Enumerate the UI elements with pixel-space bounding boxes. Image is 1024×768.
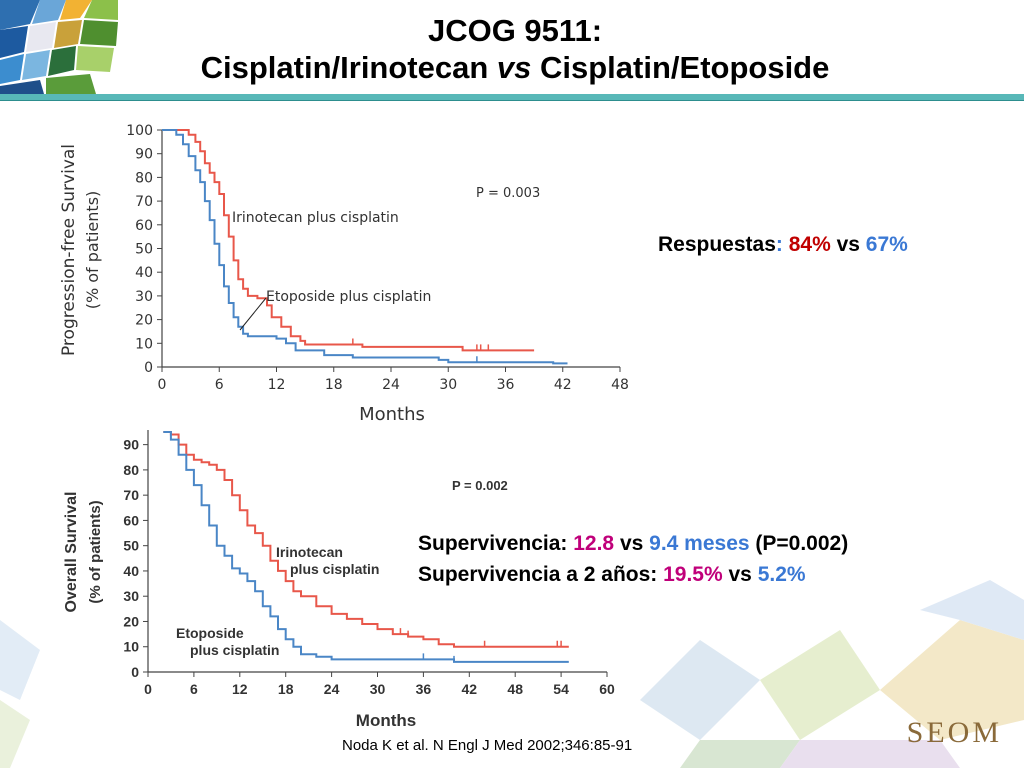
pfs-xtick-label: 24	[382, 377, 400, 393]
pfs-xtick-label: 6	[215, 377, 224, 393]
respuestas-value2: 67%	[865, 233, 908, 256]
os-series-etoposide-line	[163, 431, 569, 663]
title-line2-a: Cisplatin/Irinotecan	[200, 50, 497, 85]
respuestas-value1: 84%	[788, 233, 831, 256]
respuestas-colon: :	[775, 233, 783, 256]
pfs-xtick-label: 42	[554, 377, 572, 393]
pfs-xtick-label: 12	[268, 377, 286, 393]
os-xtick-label: 48	[507, 681, 523, 697]
pfs-ytick-label: 40	[135, 265, 153, 281]
pfs-ytick-label: 10	[135, 336, 153, 352]
pfs-ytick-label: 50	[135, 242, 153, 258]
supervivencia-2y-value1: 19.5%	[663, 563, 723, 586]
os-ytick-label: 50	[123, 538, 139, 554]
slide-title: JCOG 9511: Cisplatin/Irinotecan vs Cispl…	[120, 12, 910, 86]
os-ytick-label: 60	[123, 512, 139, 528]
os-label-etoposide: plus cisplatin	[190, 642, 279, 658]
pfs-ytick-label: 0	[144, 360, 153, 376]
title-vs: vs	[496, 50, 532, 85]
pfs-ytick-label: 60	[135, 218, 153, 234]
os-label-irinotecan: plus cisplatin	[290, 561, 379, 577]
pfs-xtick-label: 30	[439, 377, 457, 393]
os-xtick-label: 0	[144, 681, 152, 697]
pfs-xtick-label: 18	[325, 377, 343, 393]
title-rule	[0, 94, 1024, 100]
os-ytick-label: 90	[123, 437, 139, 453]
pfs-ytick-label: 20	[135, 313, 153, 329]
pfs-series-etoposide-line	[162, 129, 568, 365]
pfs-label-etoposide: Etoposide plus cisplatin	[266, 289, 431, 305]
title-line2-b: Cisplatin/Etoposide	[531, 50, 830, 85]
os-ytick-label: 80	[123, 462, 139, 478]
pfs-p-value: P = 0.003	[476, 186, 540, 201]
os-xtick-label: 24	[324, 681, 340, 697]
os-p-value: P = 0.002	[452, 478, 508, 493]
pfs-ylabel-line1: Progression-free Survival	[59, 144, 79, 356]
os-ylabel-line2: (% of patients)	[87, 500, 104, 603]
supervivencia-2y-stat: Supervivencia a 2 años: 19.5% vs 5.2%	[418, 563, 806, 587]
respuestas-vs: vs	[830, 233, 866, 256]
citation: Noda K et al. N Engl J Med 2002;346:85-9…	[342, 737, 633, 754]
os-ytick-label: 0	[131, 664, 139, 680]
pfs-series-irinotecan-line	[162, 129, 535, 352]
supervivencia-2y-vs: vs	[722, 563, 758, 586]
title-rule-shadow	[0, 100, 1024, 101]
supervivencia-stat: Supervivencia: 12.8 vs 9.4 meses (P=0.00…	[418, 532, 848, 556]
pfs-xlabel: Months	[359, 404, 425, 425]
mosaic-logo-decoration	[0, 0, 118, 94]
pfs-xtick-label: 48	[611, 377, 629, 393]
os-xlabel: Months	[356, 711, 416, 730]
supervivencia-vs: vs	[614, 532, 650, 555]
os-xtick-label: 42	[462, 681, 478, 697]
supervivencia-pvalue: (P=0.002)	[749, 532, 849, 555]
os-ytick-label: 10	[123, 639, 139, 655]
title-line1: JCOG 9511:	[427, 13, 603, 48]
os-xtick-label: 30	[370, 681, 386, 697]
supervivencia-value2: 9.4 meses	[649, 532, 750, 555]
pfs-ytick-label: 70	[135, 194, 153, 210]
os-xtick-label: 54	[553, 681, 569, 697]
os-series-irinotecan-line	[163, 431, 569, 648]
pfs-xtick-label: 0	[158, 377, 167, 393]
os-xtick-label: 6	[190, 681, 198, 697]
supervivencia-2y-label: Supervivencia a 2 años:	[418, 563, 664, 586]
pfs-xtick-label: 36	[497, 377, 515, 393]
os-ytick-label: 30	[123, 588, 139, 604]
os-xtick-label: 12	[232, 681, 248, 697]
supervivencia-label: Supervivencia:	[418, 532, 574, 555]
pfs-ytick-label: 30	[135, 289, 153, 305]
pfs-etoposide-leader-line	[239, 297, 267, 331]
pfs-ytick-label: 100	[126, 123, 153, 139]
os-xtick-label: 60	[599, 681, 615, 697]
os-ytick-label: 70	[123, 487, 139, 503]
seom-logo: SEOM	[906, 716, 1002, 749]
pfs-ylabel-line2: (% of patients)	[83, 191, 102, 310]
os-label-irinotecan: Irinotecan	[276, 544, 343, 560]
pfs-ytick-label: 90	[135, 147, 153, 163]
os-ylabel-line1: Overall Survival	[63, 492, 80, 613]
os-ytick-label: 40	[123, 563, 139, 579]
os-label-etoposide: Etoposide	[176, 625, 244, 641]
supervivencia-value1: 12.8	[573, 532, 615, 555]
respuestas-label: Respuestas	[658, 233, 776, 256]
os-xtick-label: 36	[416, 681, 432, 697]
pfs-label-irinotecan: Irinotecan plus cisplatin	[232, 210, 399, 226]
supervivencia-2y-value2: 5.2%	[757, 563, 806, 586]
os-xtick-label: 18	[278, 681, 294, 697]
respuestas-stat: Respuestas: 84% vs 67%	[658, 233, 908, 257]
os-ytick-label: 20	[123, 613, 139, 629]
pfs-ytick-label: 80	[135, 170, 153, 186]
